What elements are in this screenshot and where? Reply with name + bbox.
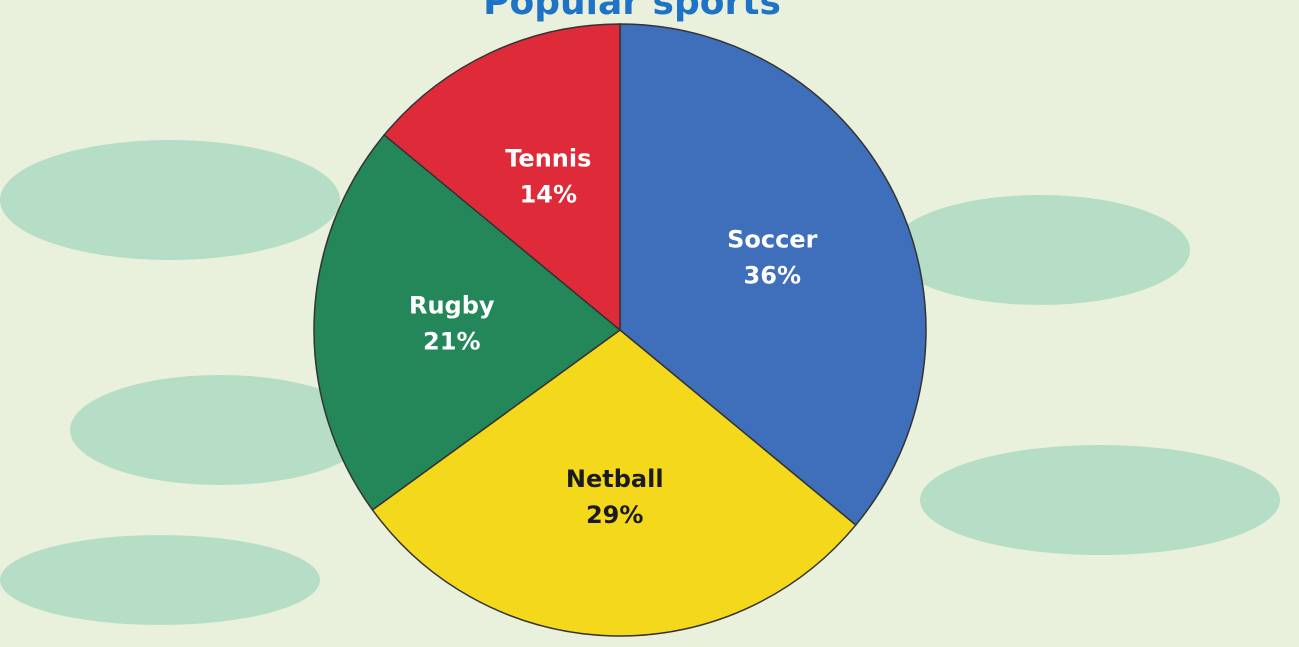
decoration	[0, 140, 1280, 625]
slice-value-label: 29%	[586, 501, 643, 529]
slice-value-label: 14%	[520, 181, 577, 209]
slice-value-label: 36%	[744, 261, 801, 289]
pie: Soccer 36% Netball 29% Rugby 21% Tennis 14%	[313, 23, 927, 637]
slice-value-label: 21%	[423, 328, 480, 356]
pie-slice	[619, 23, 927, 527]
slice-label: Rugby	[409, 292, 495, 320]
slice-label: Tennis	[505, 145, 591, 173]
pie-slice	[383, 23, 621, 332]
pie-slice	[313, 133, 622, 511]
pie-slice	[371, 329, 857, 637]
chart-title: Popular sports	[483, 0, 781, 23]
slice-label: Soccer	[727, 225, 818, 253]
slice-label: Netball	[566, 465, 664, 493]
